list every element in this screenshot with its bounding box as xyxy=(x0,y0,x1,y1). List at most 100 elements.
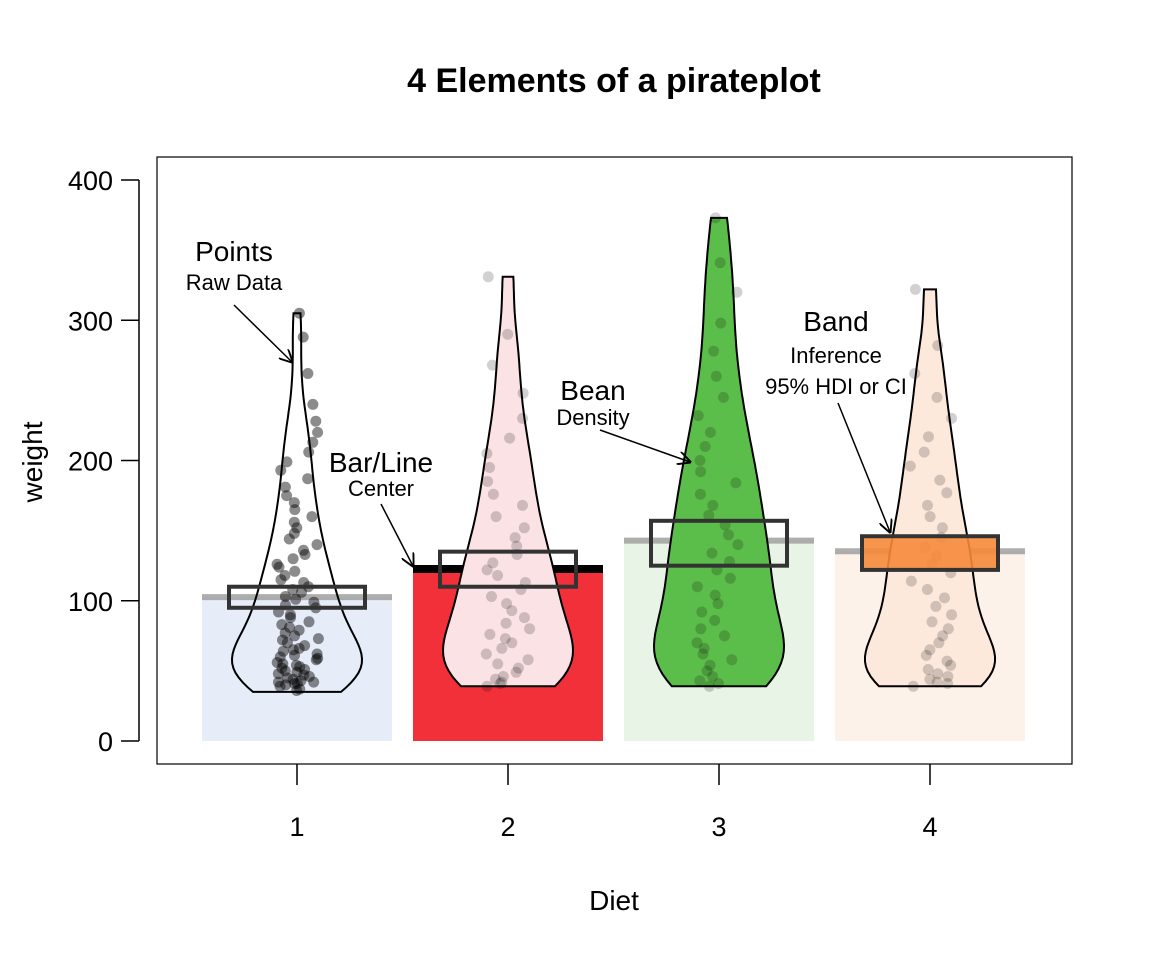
point-diet-3 xyxy=(698,642,710,654)
y-tick-label: 400 xyxy=(68,166,113,196)
plot-frame xyxy=(156,156,1073,765)
point-diet-4 xyxy=(939,592,950,604)
point-diet-2 xyxy=(506,605,518,617)
y-tick-label: 200 xyxy=(68,447,113,477)
point-diet-4 xyxy=(942,623,954,635)
point-diet-3 xyxy=(730,477,742,489)
point-diet-1 xyxy=(288,516,300,528)
point-diet-4 xyxy=(905,575,917,587)
point-diet-3 xyxy=(695,466,707,478)
point-diet-4 xyxy=(946,412,958,424)
point-diet-2 xyxy=(487,488,499,500)
point-diet-1 xyxy=(279,570,291,581)
point-diet-1 xyxy=(287,673,299,685)
point-diet-3 xyxy=(709,614,721,626)
point-diet-1 xyxy=(312,652,324,664)
point-diet-1 xyxy=(289,649,300,661)
point-diet-2 xyxy=(517,387,529,399)
point-diet-1 xyxy=(279,591,291,602)
point-diet-3 xyxy=(710,370,722,382)
point-diet-4 xyxy=(932,668,944,680)
point-diet-1 xyxy=(272,668,284,680)
point-diet-2 xyxy=(506,637,518,649)
point-diet-2 xyxy=(522,654,534,666)
point-diet-2 xyxy=(492,570,504,581)
point-diet-4 xyxy=(931,391,943,403)
point-diet-3 xyxy=(696,606,708,618)
point-diet-4 xyxy=(918,446,930,458)
point-diet-3 xyxy=(713,678,724,689)
point-diet-2 xyxy=(480,648,492,660)
point-diet-2 xyxy=(512,662,524,674)
point-diet-1 xyxy=(291,522,303,534)
point-diet-3 xyxy=(691,581,703,593)
point-diet-1 xyxy=(303,671,315,682)
point-diet-1 xyxy=(311,648,323,660)
point-diet-1 xyxy=(299,664,311,675)
point-diet-1 xyxy=(310,415,322,427)
point-diet-3 xyxy=(724,572,736,584)
annotation-sublabel: Inference xyxy=(790,343,882,368)
point-diet-3 xyxy=(731,286,743,298)
point-diet-4 xyxy=(923,431,934,443)
axes-layer: 0 100 200 300 400 1 2 3 4 xyxy=(68,156,1073,842)
point-diet-3 xyxy=(706,547,718,559)
point-diet-1 xyxy=(290,593,302,605)
point-diet-2 xyxy=(517,412,529,424)
point-diet-3 xyxy=(712,598,724,610)
y-tick-label: 300 xyxy=(68,306,113,336)
points-layer xyxy=(271,212,958,696)
point-diet-3 xyxy=(707,499,719,511)
point-diet-2 xyxy=(501,598,513,610)
point-diet-4 xyxy=(924,644,936,656)
point-diet-1 xyxy=(299,640,311,652)
x-tick-label: 3 xyxy=(711,812,726,842)
point-diet-1 xyxy=(308,676,320,688)
point-diet-2 xyxy=(482,271,494,283)
point-diet-1 xyxy=(279,481,291,493)
point-diet-3 xyxy=(715,317,727,329)
point-diet-1 xyxy=(293,624,305,636)
point-diet-1 xyxy=(273,676,284,688)
point-diet-1 xyxy=(274,651,286,663)
point-diet-4 xyxy=(932,340,944,351)
point-diet-2 xyxy=(502,328,514,340)
point-diet-1 xyxy=(276,662,288,674)
point-diet-3 xyxy=(701,665,713,677)
point-diet-4 xyxy=(945,659,957,671)
point-diet-1 xyxy=(289,678,300,689)
y-tick-label: 0 xyxy=(98,727,113,757)
annotation-arrow xyxy=(233,304,292,362)
point-diet-1 xyxy=(284,621,295,633)
annotation-arrow xyxy=(837,402,890,532)
point-diet-4 xyxy=(926,616,938,628)
point-diet-1 xyxy=(280,679,292,691)
point-diet-3 xyxy=(697,648,709,660)
point-diet-1 xyxy=(288,497,300,509)
point-diet-3 xyxy=(719,630,730,642)
point-diet-1 xyxy=(307,398,319,410)
point-diet-1 xyxy=(312,633,324,645)
point-diet-2 xyxy=(524,623,536,635)
point-diet-1 xyxy=(306,511,318,523)
point-diet-2 xyxy=(481,564,493,576)
annotation-label: Points xyxy=(195,236,273,267)
point-diet-4 xyxy=(904,460,916,472)
point-diet-4 xyxy=(909,368,921,379)
point-diet-4 xyxy=(924,511,936,523)
x-tick-label: 2 xyxy=(500,812,515,842)
point-diet-2 xyxy=(490,511,502,523)
annotation-sublabel-2: 95% HDI or CI xyxy=(765,374,907,399)
point-diet-2 xyxy=(484,628,496,640)
point-diet-1 xyxy=(293,307,305,319)
point-diet-1 xyxy=(293,642,305,654)
point-diet-3 xyxy=(703,509,715,521)
bean-diet-1 xyxy=(230,312,364,693)
point-diet-1 xyxy=(307,436,319,448)
point-diet-2 xyxy=(482,476,494,487)
point-diet-2 xyxy=(486,359,498,371)
point-diet-3 xyxy=(691,637,703,649)
point-diet-2 xyxy=(497,671,509,682)
point-diet-3 xyxy=(710,212,721,224)
